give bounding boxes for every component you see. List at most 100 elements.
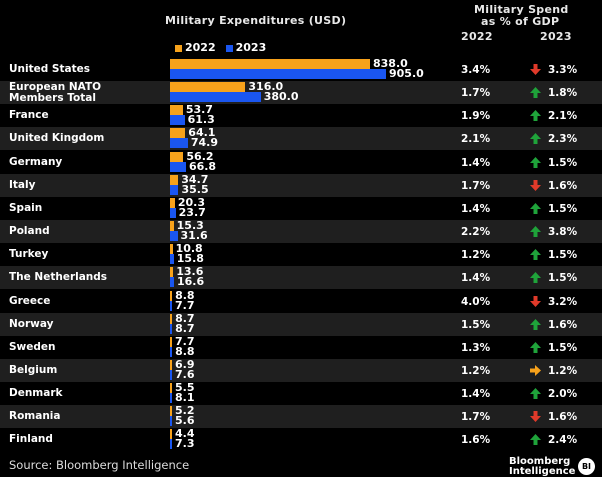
table-row: Poland 15.3 31.6 2.2% 3.8% [0,220,602,244]
bar-2023 [170,393,172,404]
arrow-down-icon [530,411,541,423]
table-row: Belgium 6.9 7.6 1.2% 1.2% [0,357,602,382]
bar-2023 [170,346,173,357]
bar-2022 [170,244,173,255]
country-label: Finland [9,434,53,445]
country-label: France [9,110,49,121]
table-row: Spain 20.3 23.7 1.4% 1.5% [0,197,602,220]
arrow-up-icon [530,226,541,238]
bar-value-label-2022: 10.8 [175,242,203,256]
bar-value-label-2023: 905.0 [388,67,424,80]
country-label-line: Norway [9,317,54,330]
table-row: European NATO Members Total 316.0 380.0 1.7%… [0,80,602,105]
gdp-value-2022: 1.7% [461,411,491,424]
gdp-value-2022: 4.0% [461,295,491,308]
table-row: Turkey 10.8 15.8 1.2% 1.5% [0,243,602,266]
gdp-value-2023: 1.2% [548,364,578,377]
bar-value-label-2022: 4.4 [175,427,195,441]
country-label: Denmark [9,388,63,399]
table-row: Germany 56.2 66.8 1.4% 1.5% [0,151,602,174]
legend-swatch-2022 [175,44,182,52]
bar-2022 [170,429,172,440]
country-label-line: Denmark [9,387,63,400]
country-label-line: France [9,109,49,122]
bar-2022 [170,313,173,324]
bar-value-label-2022: 316.0 [248,80,284,94]
table-row: Greece 8.8 7.7 4.0% 3.2% [0,290,602,313]
gdp-value-2023: 2.4% [548,434,578,447]
bar-value-label-2022: 13.6 [176,265,204,279]
bar-value-label-2023: 61.3 [187,113,215,127]
legend-swatch-2023 [225,44,233,52]
arrow-up-icon [530,110,541,122]
bar-2023 [170,254,174,265]
bar-value-label-2022: 5.2 [175,404,195,418]
bar-value-label-2023: 35.5 [181,182,209,196]
bar-value-label-2022: 34.7 [181,172,209,186]
bar-2023 [170,138,188,149]
gdp-value-2023: 1.5% [548,341,578,354]
bar-value-label-2023: 66.8 [188,159,217,173]
country-label: United States [9,64,90,75]
bar-value-label-2023: 7.7 [175,298,195,312]
bar-value-label-2022: 7.7 [175,334,195,348]
gdp-value-2022: 1.6% [461,434,491,447]
country-label: Spain [9,201,43,214]
gdp-value-2023: 1.6% [548,179,578,192]
arrow-down-icon [530,295,541,307]
source-note: Source: Bloomberg Intelligence [9,458,190,472]
gdp-col-2023: 2023 [540,30,572,43]
bar-2022 [170,105,183,116]
bar-2022 [170,197,175,208]
gdp-value-2022: 1.4% [461,388,491,401]
bar-2023 [170,161,186,172]
bar-value-label-2023: 8.8 [175,344,195,358]
gdp-value-2023: 1.5% [548,202,578,215]
gdp-value-2023: 3.8% [548,226,578,239]
country-label: Belgium [9,364,57,376]
bar-value-label-2022: 64.1 [188,126,216,140]
gdp-value-2023: 2.0% [548,388,578,401]
country-label-line: Spain [9,201,43,214]
gdp-value-2023: 3.2% [548,295,578,308]
arrow-up-icon [530,318,541,330]
bar-2023 [170,207,176,218]
arrow-up-icon [530,156,541,168]
legend-item-2023: 2023 [225,41,266,54]
bar-2023 [170,184,179,195]
country-label: Poland [9,226,50,237]
country-label: Greece [9,294,51,307]
gdp-value-2022: 2.2% [461,226,491,239]
gdp-value-2023: 2.3% [548,133,578,146]
bar-2023 [170,69,386,79]
bar-value-label-2022: 20.3 [177,195,205,209]
table-row: Norway 8.7 8.7 1.5% 1.6% [0,312,602,336]
bar-value-label-2023: 7.6 [175,367,195,381]
bar-2023 [170,300,172,311]
bar-2022 [170,406,172,417]
gdp-value-2023: 1.6% [548,318,578,331]
bar-2023 [170,231,178,242]
arrow-down-icon [530,64,541,75]
country-label: United Kingdom [9,133,104,144]
bar-2022 [170,174,179,185]
bar-value-label-2023: 15.8 [176,252,204,266]
arrow-up-icon [530,249,541,261]
bar-value-label-2023: 5.6 [175,414,195,428]
country-label-line: Greece [9,294,51,307]
gdp-value-2022: 1.2% [461,249,491,262]
bar-value-label-2022: 6.9 [175,357,195,371]
arrow-up-icon [530,87,541,99]
gdp-value-2023: 3.3% [548,64,578,76]
gdp-value-2022: 1.7% [461,87,491,100]
bar-value-label-2023: 8.1 [175,391,195,405]
gdp-value-2022: 1.5% [461,318,491,331]
bar-value-label-2022: 56.2 [186,149,214,163]
bar-2023 [170,439,172,450]
brand-line1: Bloomberg [509,456,571,467]
gdp-value-2022: 1.3% [461,341,491,354]
country-label: Sweden [9,341,56,353]
legend-item-2022: 2022 [175,41,216,54]
bar-2023 [170,416,172,427]
arrow-up-icon [530,434,541,446]
